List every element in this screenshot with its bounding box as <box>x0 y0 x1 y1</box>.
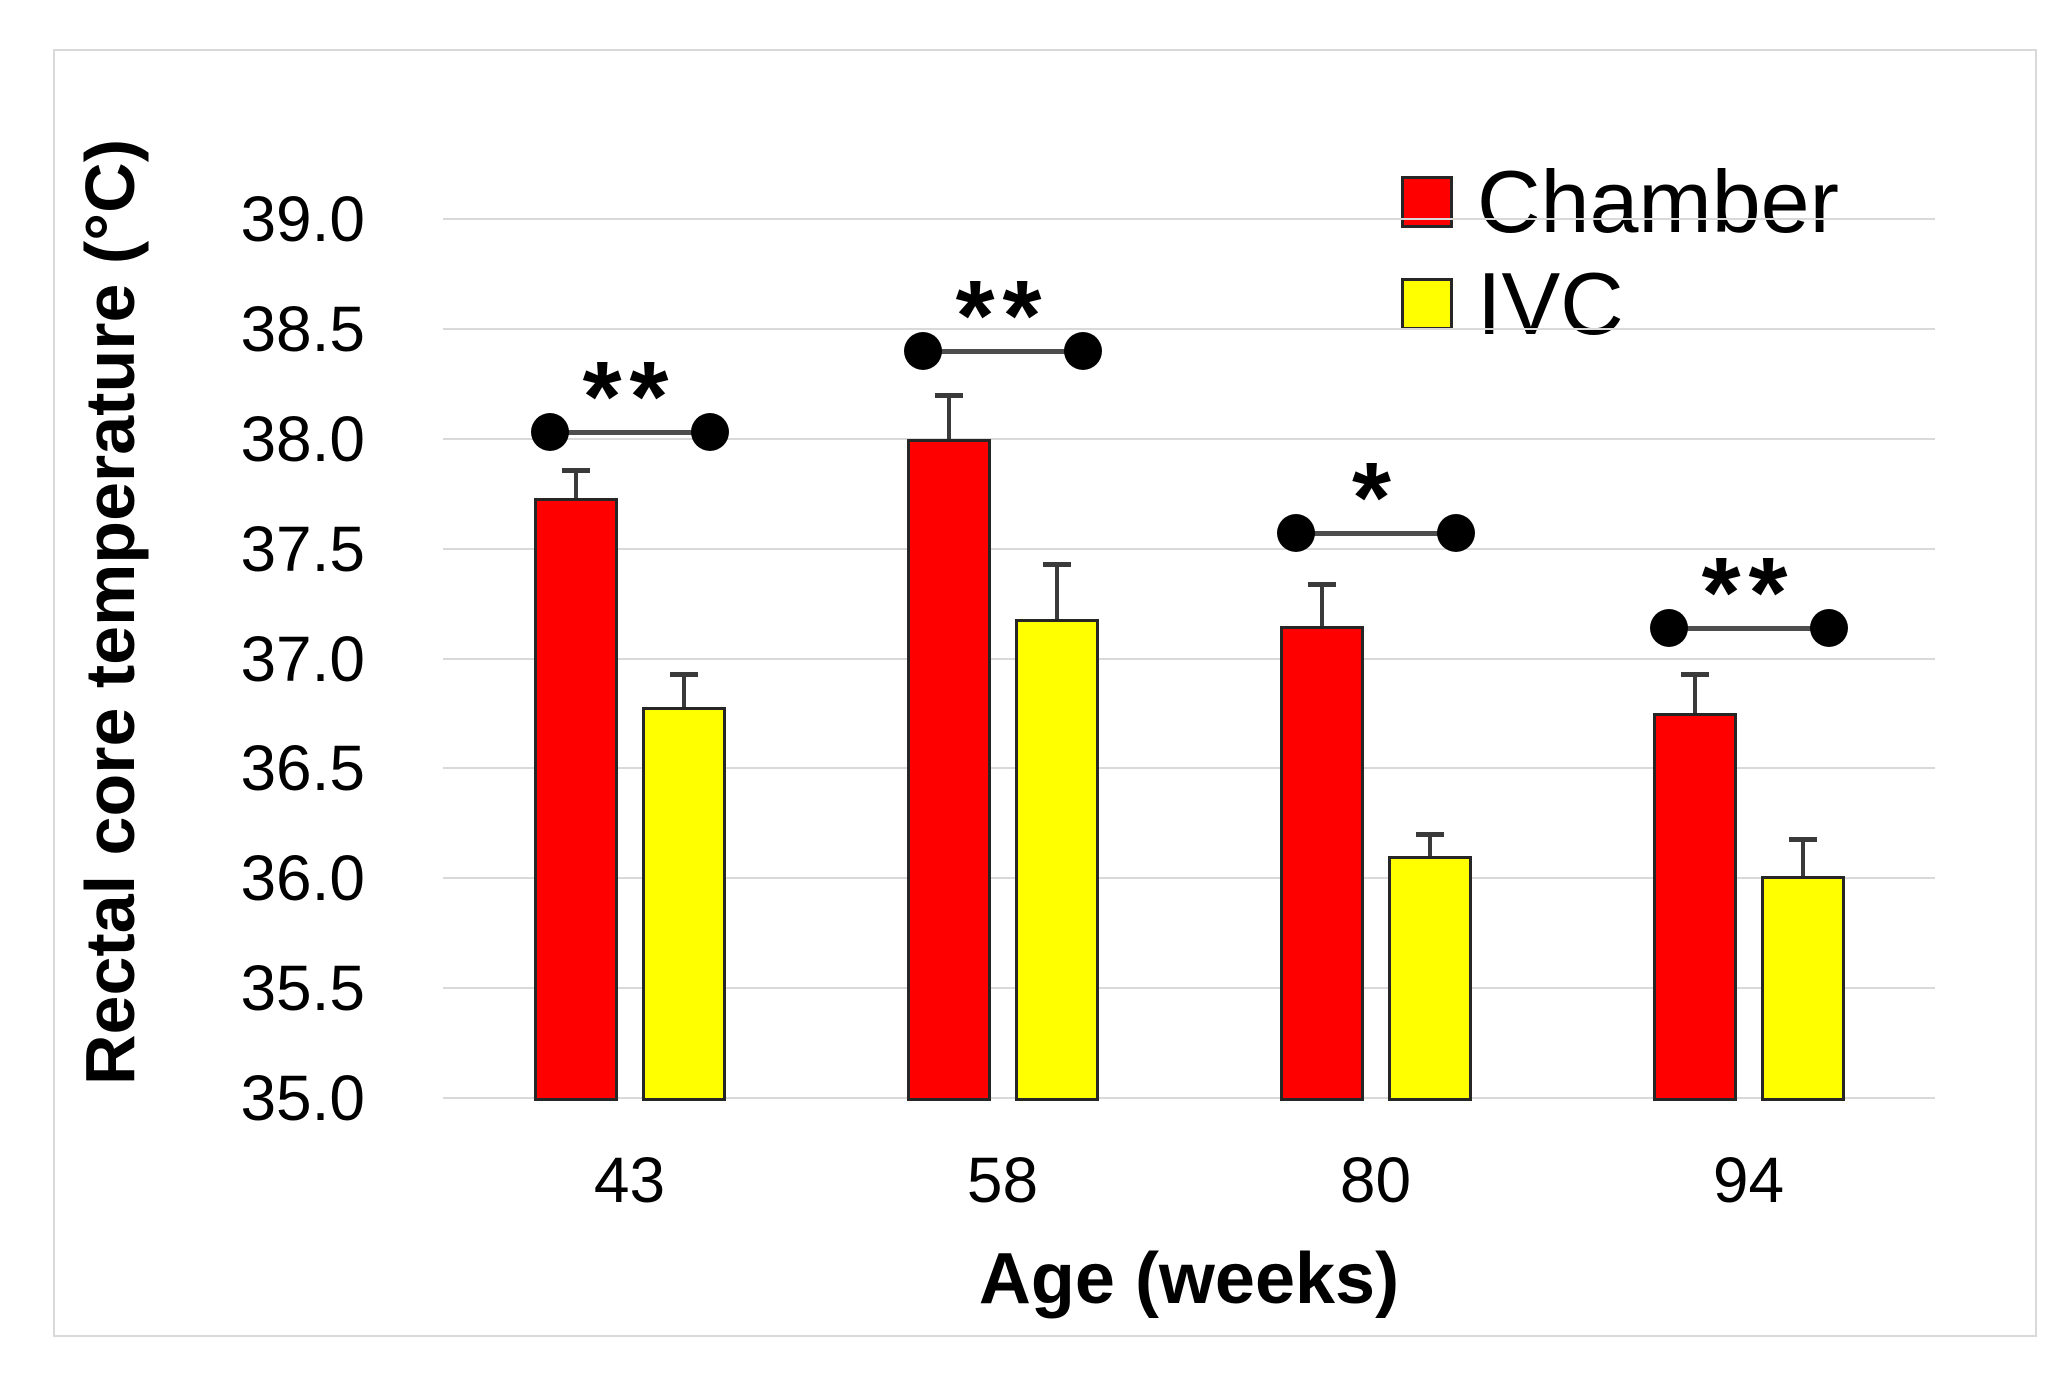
error-bar-stem <box>946 394 951 439</box>
significance-line <box>1668 625 1829 631</box>
significance-dot <box>1809 608 1848 647</box>
y-tick-label: 37.5 <box>240 512 365 585</box>
significance-asterisks: ** <box>955 259 1050 372</box>
error-bar-cap <box>1042 562 1071 567</box>
y-tick-label: 36.0 <box>240 842 365 915</box>
significance-line <box>922 348 1083 354</box>
significance-dot <box>690 413 729 452</box>
significance-dot <box>1649 608 1688 647</box>
error-bar-stem <box>1319 583 1324 626</box>
y-tick-label: 35.0 <box>240 1062 365 1134</box>
x-axis-title: Age (weeks) <box>978 1239 1400 1319</box>
bar-chamber-94 <box>1652 713 1737 1101</box>
significance-dot <box>1276 514 1315 553</box>
error-bar-cap <box>1307 581 1336 587</box>
bar-ivc-43 <box>641 706 726 1101</box>
error-bar-cap <box>669 671 698 677</box>
error-bar-stem <box>573 469 578 499</box>
legend-item-ivc: IVC <box>1401 252 1624 356</box>
legend-label: IVC <box>1477 254 1624 353</box>
significance-asterisks: ** <box>582 341 677 454</box>
bar-chamber-58 <box>906 438 991 1101</box>
legend-label: Chamber <box>1477 152 1839 251</box>
significance-dot <box>1436 514 1475 553</box>
y-tick-label: 35.5 <box>240 952 365 1025</box>
bar-chamber-80 <box>1279 625 1364 1101</box>
significance-line <box>1295 531 1456 537</box>
significance-dot <box>1063 331 1102 370</box>
significance-asterisks: ** <box>1701 536 1796 649</box>
figure-border <box>53 49 2037 1337</box>
bar-ivc-94 <box>1760 876 1845 1101</box>
gridline <box>443 1097 1935 1099</box>
bar-chamber-43 <box>533 498 618 1101</box>
gridline <box>443 767 1935 770</box>
error-bar-stem <box>1800 838 1805 877</box>
error-bar-stem <box>1427 834 1432 857</box>
bar-ivc-58 <box>1014 618 1099 1101</box>
legend-item-chamber: Chamber <box>1401 150 1839 254</box>
error-bar-stem <box>1692 673 1697 714</box>
error-bar-cap <box>1680 671 1709 677</box>
gridline <box>443 218 1935 220</box>
y-tick-label: 38.0 <box>240 402 365 475</box>
significance-dot <box>530 413 569 452</box>
y-tick-label: 39.0 <box>240 183 365 255</box>
y-axis-title: Rectal core temperature (°C) <box>71 138 149 1086</box>
y-tick-label: 36.5 <box>240 732 365 805</box>
significance-line <box>549 430 710 436</box>
x-tick-label: 94 <box>1712 1144 1785 1216</box>
error-bar-stem <box>1054 564 1059 619</box>
bar-ivc-80 <box>1387 856 1472 1101</box>
error-bar-stem <box>681 673 686 707</box>
legend-swatch-chamber <box>1401 176 1453 228</box>
x-tick-label: 58 <box>966 1144 1039 1216</box>
gridline <box>443 877 1935 880</box>
gridline <box>443 657 1935 660</box>
legend-swatch-ivc <box>1401 278 1453 330</box>
x-tick-label: 80 <box>1339 1144 1412 1216</box>
error-bar-cap <box>1415 832 1444 838</box>
y-tick-label: 37.0 <box>240 622 365 695</box>
gridline <box>443 547 1935 550</box>
error-bar-cap <box>934 392 963 398</box>
gridline <box>443 987 1935 990</box>
significance-dot <box>903 331 942 370</box>
gridline <box>443 437 1935 440</box>
y-tick-label: 38.5 <box>240 292 365 365</box>
error-bar-cap <box>561 467 590 473</box>
significance-asterisks: * <box>1352 442 1399 555</box>
gridline <box>443 327 1935 330</box>
error-bar-cap <box>1788 836 1817 842</box>
x-tick-label: 43 <box>593 1144 666 1216</box>
